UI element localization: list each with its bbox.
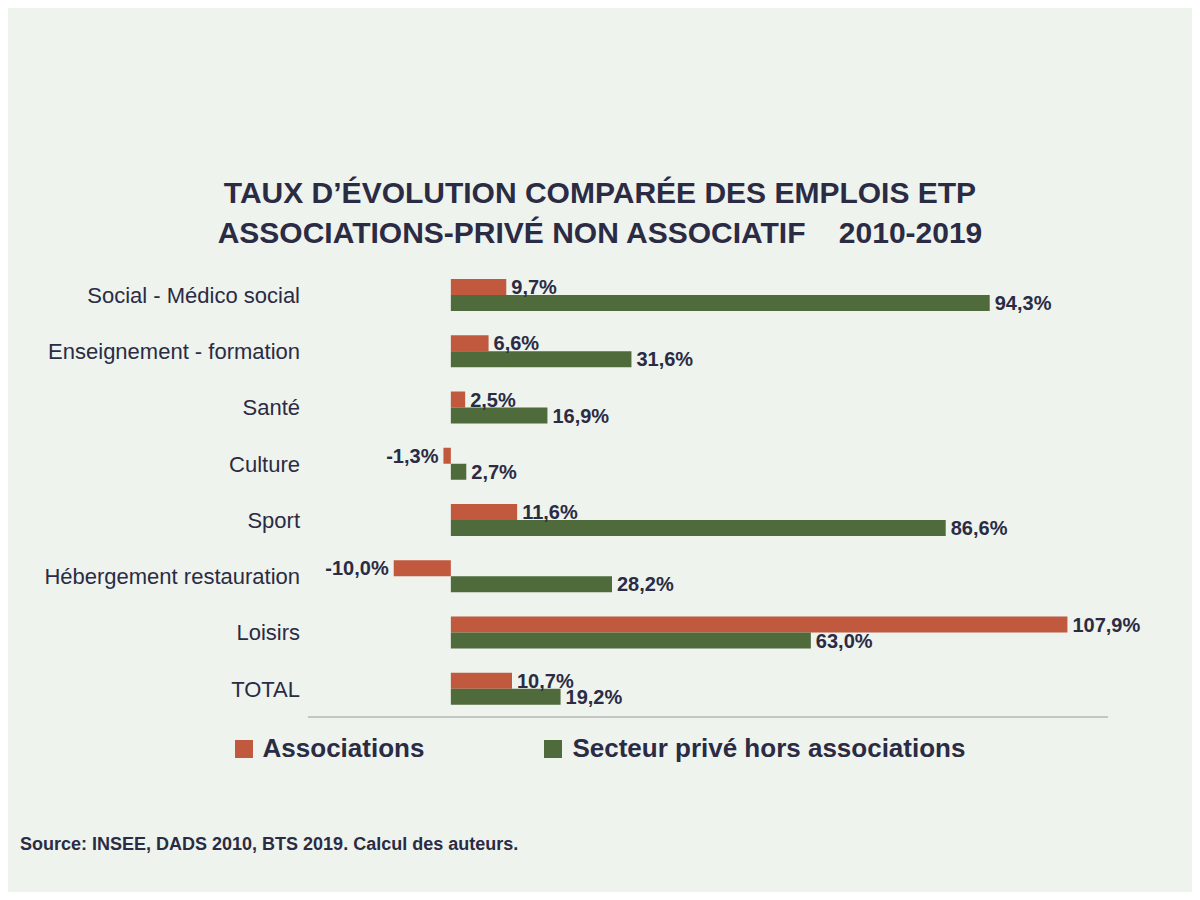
- svg-text:63,0%: 63,0%: [816, 630, 873, 652]
- html-text:TAUX D’ÉVOLUTION COMPARÉE DES: TAUX D’ÉVOLUTION COMPARÉE DES EMPLOIS ET…: [223, 176, 977, 209]
- svg-text:-10,0%: -10,0%: [325, 557, 389, 579]
- svg-text:Hébergement restauration: Hébergement restauration: [44, 564, 300, 589]
- html-text:Associations: Associations: [262, 733, 425, 763]
- svg-text:94,3%: 94,3%: [995, 292, 1052, 314]
- html-text:Source: INSEE, DADS 2010, BTS: Source: INSEE, DADS 2010, BTS 2019. Calc…: [20, 834, 519, 854]
- svg-text:Sport: Sport: [247, 508, 300, 533]
- svg-text:19,2%: 19,2%: [566, 686, 623, 708]
- svg-text:2,7%: 2,7%: [471, 461, 517, 483]
- svg-text:86,6%: 86,6%: [951, 517, 1008, 539]
- html-text:ASSOCIATIONS-PRIVÉ NON ASSOCIA: ASSOCIATIONS-PRIVÉ NON ASSOCIATIF 2010-2…: [217, 216, 983, 249]
- svg-text:16,9%: 16,9%: [552, 405, 609, 427]
- svg-text:Culture: Culture: [229, 452, 300, 477]
- svg-text:107,9%: 107,9%: [1072, 614, 1140, 636]
- svg-text:Santé: Santé: [243, 395, 301, 420]
- svg-text:10,7%: 10,7%: [517, 669, 574, 692]
- svg-text:TOTAL: TOTAL: [231, 677, 300, 702]
- svg-text:Loisirs: Loisirs: [236, 620, 300, 645]
- svg-text:6,6%: 6,6%: [494, 332, 540, 354]
- svg-text:Enseignement - formation: Enseignement - formation: [48, 339, 300, 364]
- svg-text:31,6%: 31,6%: [636, 348, 693, 370]
- svg-text:2,5%: 2,5%: [470, 389, 516, 411]
- html-text:Secteur privé hors association: Secteur privé hors associations: [572, 733, 966, 763]
- svg-text:Social - Médico social: Social - Médico social: [87, 283, 300, 308]
- svg-text:-1,3%: -1,3%: [386, 445, 438, 467]
- svg-text:9,7%: 9,7%: [511, 276, 557, 298]
- svg-text:28,2%: 28,2%: [617, 573, 674, 595]
- svg-text:11,6%: 11,6%: [522, 501, 578, 523]
